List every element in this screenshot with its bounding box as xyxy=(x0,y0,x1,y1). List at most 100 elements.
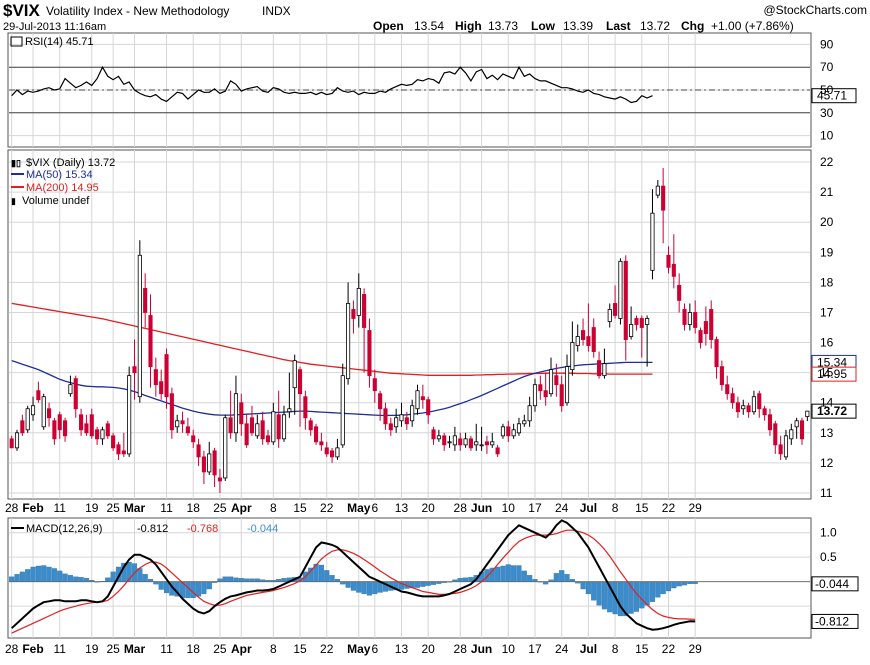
macd-hist-bar xyxy=(233,577,239,582)
candle xyxy=(265,429,271,445)
macd-hist-bar xyxy=(500,565,506,582)
candle xyxy=(511,423,516,439)
candle xyxy=(346,282,351,385)
candle xyxy=(687,303,692,331)
candle xyxy=(255,414,260,439)
candle xyxy=(212,447,217,487)
candle xyxy=(719,360,724,391)
candle-body xyxy=(602,363,607,377)
macd-hist-bar xyxy=(281,578,287,582)
x-tick-label: Jun xyxy=(471,501,492,515)
x-tick-label: 15 xyxy=(293,642,307,656)
candle-body xyxy=(346,303,351,380)
candle-body xyxy=(180,420,185,425)
candle-body xyxy=(324,447,329,455)
candle xyxy=(52,417,57,445)
volume-legend: Volume undef xyxy=(22,195,90,207)
macd-hist-bar xyxy=(46,566,52,582)
chart-exchange: INDX xyxy=(262,4,291,18)
macd-hist-bar xyxy=(457,578,463,582)
macd-hist-bar xyxy=(9,576,15,582)
chart-date: 29-Jul-2013 11:16am xyxy=(3,21,106,33)
candle-body xyxy=(735,402,740,413)
candle xyxy=(111,432,116,451)
candle-body xyxy=(191,435,196,443)
candle xyxy=(709,300,714,349)
y-tick-label: 70 xyxy=(820,60,834,74)
candle xyxy=(527,396,532,427)
y-tick-label: 50 xyxy=(820,83,834,97)
candle-body xyxy=(575,336,580,346)
candle-body xyxy=(111,435,116,449)
macd-hist-bar xyxy=(110,571,116,582)
candle-body xyxy=(661,185,666,211)
candle xyxy=(458,432,463,451)
macd-hist-bar xyxy=(649,581,656,602)
candle xyxy=(164,348,169,409)
candle xyxy=(570,321,575,376)
candle xyxy=(602,348,607,379)
candle xyxy=(591,318,596,358)
candle-body xyxy=(543,390,548,398)
candle-body xyxy=(548,369,554,395)
candle xyxy=(730,387,735,409)
candle-body xyxy=(666,254,671,268)
candle-body xyxy=(794,420,799,428)
candle xyxy=(559,375,564,412)
candle-body xyxy=(623,260,628,340)
macd-hist-bar xyxy=(217,578,223,582)
y-tick-label: 30 xyxy=(820,106,834,120)
macd-legend: MACD(12,26,9) -0.812 -0.768 -0.044 xyxy=(11,523,278,535)
x-tick-label: 15 xyxy=(635,642,649,656)
candle-body xyxy=(175,420,180,428)
x-tick-label: 11 xyxy=(160,642,173,656)
macd-hist-bar xyxy=(591,581,597,601)
candle xyxy=(148,294,153,388)
candle xyxy=(522,414,527,427)
candle-body xyxy=(671,263,676,277)
candle xyxy=(452,426,457,451)
candle-body xyxy=(580,330,586,340)
candle-body xyxy=(805,410,810,417)
macd-panel xyxy=(7,517,812,639)
candle xyxy=(330,447,335,463)
x-tick-label: 25 xyxy=(106,501,120,515)
macd-hist-bar xyxy=(238,578,244,582)
candle-body xyxy=(63,420,68,437)
candle-body xyxy=(297,369,303,395)
candle-body xyxy=(431,429,436,440)
candle xyxy=(703,306,708,346)
candle xyxy=(191,429,196,448)
x-tick-label: 11 xyxy=(53,501,66,515)
macd-hist-bar xyxy=(78,577,84,582)
x-tick-label: 28 xyxy=(5,501,19,515)
candle xyxy=(281,405,287,442)
high-value: 13.73 xyxy=(488,19,518,33)
macd-hist-bar xyxy=(137,568,143,582)
candle xyxy=(362,288,367,373)
candle-body xyxy=(132,366,137,374)
x-tick-label: 22 xyxy=(320,501,334,515)
chart-name: Volatility Index - New Methodology xyxy=(46,4,229,18)
macd-hist-bar xyxy=(414,581,421,588)
candle-body xyxy=(265,435,271,443)
candle xyxy=(671,234,676,289)
candle-body xyxy=(415,390,420,410)
candle xyxy=(153,357,158,397)
candle-body xyxy=(378,393,383,410)
candle-body xyxy=(458,438,463,446)
y-tick-label: 13 xyxy=(820,426,834,440)
candle-body xyxy=(538,384,543,392)
x-tick-label: 18 xyxy=(187,501,201,515)
hist-legend-value: -0.044 xyxy=(247,523,278,535)
candle xyxy=(661,168,666,244)
last-value: 13.72 xyxy=(640,19,670,33)
rsi-legend-icon xyxy=(10,36,23,47)
candle-body xyxy=(223,417,228,479)
y-tick-label: 14 xyxy=(820,396,834,410)
x-tick-label: 19 xyxy=(85,642,99,656)
macd-hist-bar xyxy=(505,564,511,582)
candle-body xyxy=(586,336,591,346)
macd-hist-bar xyxy=(228,576,234,582)
macd-hist-bar xyxy=(361,581,367,595)
